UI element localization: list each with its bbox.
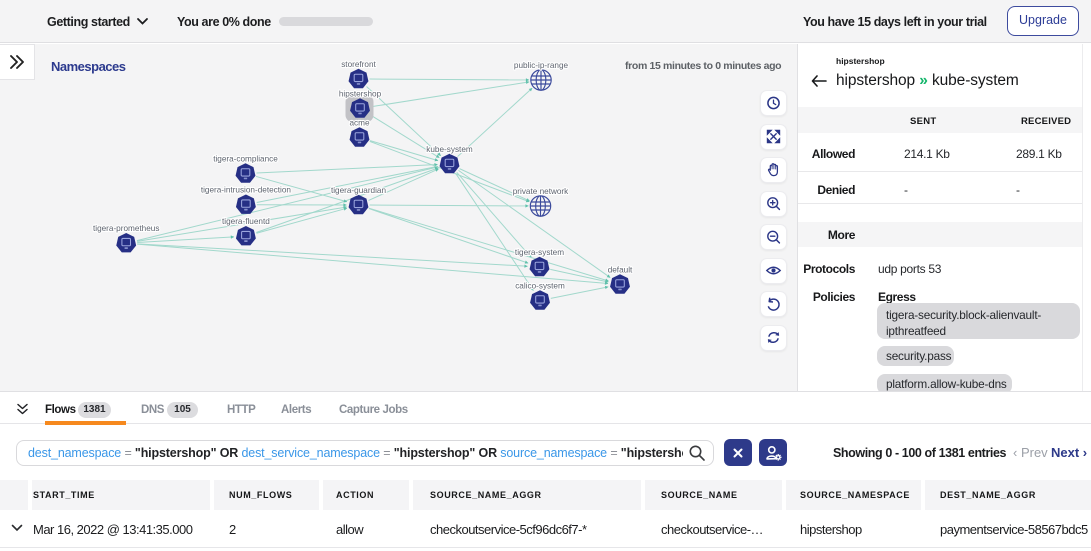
svg-text:default: default xyxy=(608,266,633,275)
svg-text:tigera-system: tigera-system xyxy=(515,248,564,257)
svg-text:tigera-fluentd: tigera-fluentd xyxy=(222,217,270,226)
svg-text:acme: acme xyxy=(349,119,369,128)
svg-text:tigera-guardian: tigera-guardian xyxy=(331,186,387,195)
svg-text:private network: private network xyxy=(513,187,569,196)
svg-text:hipstershop: hipstershop xyxy=(339,90,382,99)
svg-text:storefront: storefront xyxy=(341,60,376,69)
svg-text:tigera-compliance: tigera-compliance xyxy=(213,155,278,164)
svg-text:calico-system: calico-system xyxy=(515,282,565,291)
svg-text:tigera-prometheus: tigera-prometheus xyxy=(93,224,159,233)
svg-text:kube-system: kube-system xyxy=(426,145,473,154)
svg-text:public-ip-range: public-ip-range xyxy=(514,61,569,70)
svg-text:tigera-intrusion-detection: tigera-intrusion-detection xyxy=(201,186,292,195)
